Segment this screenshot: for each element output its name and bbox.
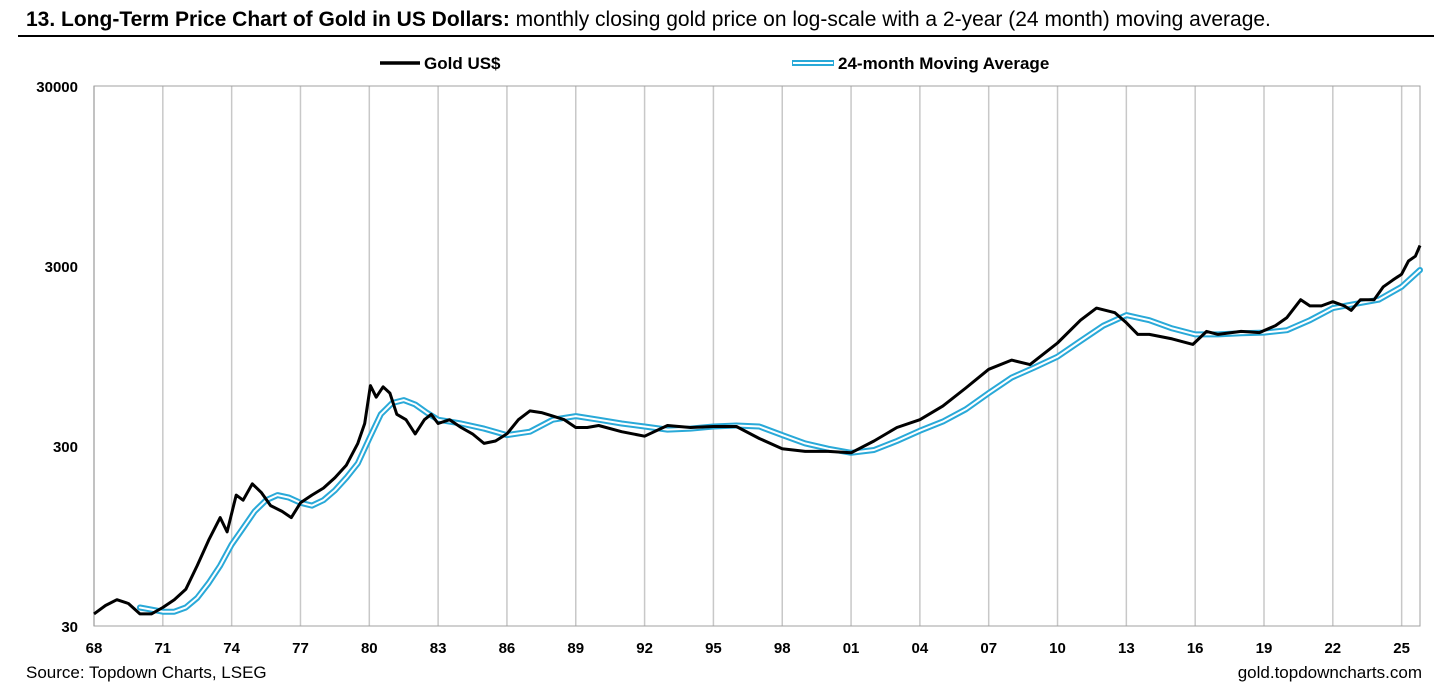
legend-label-gold: Gold US$ [424,54,501,73]
y-tick-label: 30 [61,619,78,636]
x-tick-label: 83 [430,640,447,657]
x-tick-label: 86 [499,640,516,657]
ma-series-line [136,267,1423,615]
x-tick-label: 68 [86,640,103,657]
x-tick-label: 13 [1118,640,1135,657]
gold-series-line [93,244,1422,616]
chart-title: 13. Long-Term Price Chart of Gold in US … [26,8,1271,32]
y-tick-label: 300 [53,439,78,456]
x-tick-label: 71 [154,640,171,657]
ma-series-core [138,269,1421,613]
x-axis-ticks: 68 71 74 77 80 83 86 89 92 95 98 01 04 07 10 13 16 19 22 25 [86,640,1410,657]
x-tick-label: 04 [912,640,929,657]
x-tick-label: 74 [223,640,240,657]
x-tick-label: 92 [636,640,653,657]
y-tick-label: 30000 [36,79,78,96]
x-tick-label: 89 [567,640,584,657]
x-tick-label: 01 [843,640,860,657]
x-tick-label: 95 [705,640,722,657]
grid-lines [93,86,1403,626]
x-tick-label: 19 [1256,640,1273,657]
x-tick-label: 07 [980,640,997,657]
x-tick-label: 98 [774,640,791,657]
x-tick-label: 80 [361,640,378,657]
x-tick-label: 16 [1187,640,1204,657]
chart-title-rest: monthly closing gold price on log-scale … [509,8,1271,31]
x-tick-label: 22 [1324,640,1341,657]
legend-label-ma: 24-month Moving Average [838,54,1049,73]
gold-price-chart: 30 300 3000 30000 68 71 74 77 80 83 86 89 92 95 98 01 0… [36,54,1423,657]
title-rule [18,35,1434,37]
x-tick-label: 10 [1049,640,1066,657]
chart-title-bold: 13. Long-Term Price Chart of Gold in US … [26,8,510,31]
ma-series [136,267,1423,615]
x-tick-label: 25 [1393,640,1410,657]
legend: Gold US$ 24-month Moving Average [380,54,1049,73]
y-tick-label: 3000 [45,259,78,276]
source-note: Source: Topdown Charts, LSEG [26,663,267,682]
site-url: gold.topdowncharts.com [1237,663,1422,682]
x-tick-label: 77 [292,640,309,657]
plot-frame [93,85,1421,627]
gold-series [93,244,1422,616]
y-axis-ticks: 30 300 3000 30000 [36,79,78,636]
